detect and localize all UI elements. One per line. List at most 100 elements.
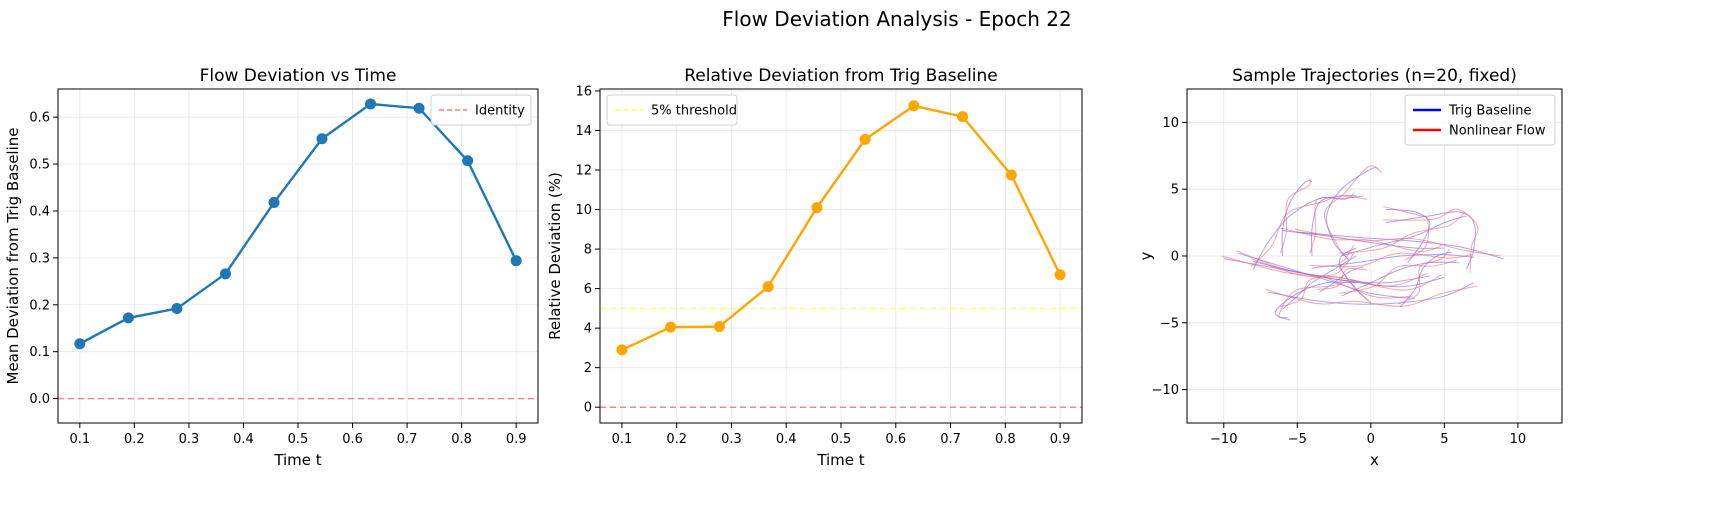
y-axis-label: Relative Deviation (%) <box>546 172 564 340</box>
subplot-title: Flow Deviation vs Time <box>200 66 397 86</box>
data-point <box>859 133 871 145</box>
x-tick-label: −10 <box>1210 432 1237 447</box>
subplot-title: Sample Trajectories (n=20, fixed) <box>1232 66 1517 86</box>
trajectory-trig-baseline <box>1310 194 1357 257</box>
x-tick-label: −5 <box>1288 432 1307 447</box>
data-point <box>957 111 969 123</box>
data-point <box>462 155 474 167</box>
data-point <box>268 197 280 209</box>
data-point <box>616 344 628 356</box>
x-tick-label: 0.8 <box>995 432 1016 447</box>
series-line <box>621 104 1062 351</box>
data-point <box>171 303 183 315</box>
trajectory-nonlinear-flow <box>1339 212 1465 254</box>
trajectory-nonlinear-flow <box>1279 178 1311 254</box>
y-tick-label: 6 <box>584 282 592 297</box>
trajectory-nonlinear-flow <box>1280 253 1355 308</box>
figure-title: Flow Deviation Analysis - Epoch 22 <box>722 7 1071 31</box>
data-point <box>219 268 231 280</box>
trajectory-trig-baseline <box>1341 261 1460 297</box>
trajectory-nonlinear-flow <box>1250 195 1368 268</box>
y-tick-label: 10 <box>1162 116 1179 131</box>
trajectory-nonlinear-flow <box>1317 267 1368 290</box>
x-tick-label: 0.9 <box>1050 432 1071 447</box>
data-point <box>1054 269 1066 281</box>
x-tick-label: 0.2 <box>666 432 687 447</box>
plot-area <box>58 98 538 400</box>
data-point <box>1005 169 1017 181</box>
y-tick-label: 8 <box>584 243 592 258</box>
x-tick-label: 0.7 <box>940 432 961 447</box>
subplot-2: 0.1 0.2 0.3 0.4 0.5 0.6 0.7 0.8 0.9 0 2 4 6 8 10 12 14 16… <box>546 66 1083 469</box>
x-tick-label: 0.6 <box>885 432 906 447</box>
y-tick-label: 2 <box>584 361 592 376</box>
y-tick-label: −5 <box>1160 316 1179 331</box>
legend-label: 5% threshold <box>651 104 737 119</box>
trajectory-trig-baseline <box>1238 252 1416 300</box>
data-point <box>811 202 823 214</box>
plot-area <box>600 100 1082 408</box>
x-tick-label: 0.1 <box>69 432 90 447</box>
plot-area <box>1221 165 1504 321</box>
trajectory-nonlinear-flow <box>1265 285 1478 307</box>
y-tick-label: 16 <box>575 84 592 99</box>
x-tick-label: 5 <box>1440 432 1448 447</box>
legend-label: Trig Baseline <box>1448 104 1532 119</box>
y-tick-label: 0.1 <box>29 345 50 360</box>
trajectory-trig-baseline <box>1274 281 1357 321</box>
legend: Identity <box>430 94 532 126</box>
trajectory-trig-baseline <box>1311 254 1474 269</box>
trajectory-trig-baseline <box>1341 215 1467 257</box>
x-tick-label: 0.9 <box>506 432 527 447</box>
x-tick-label: 0.7 <box>397 432 418 447</box>
x-axis-label: Time t <box>816 451 864 469</box>
y-tick-label: 4 <box>584 322 592 337</box>
x-tick-label: 0.4 <box>233 432 254 447</box>
x-tick-label: 10 <box>1510 432 1527 447</box>
data-point <box>413 102 425 114</box>
y-tick-label: 0.6 <box>29 111 50 126</box>
legend-box <box>606 94 738 126</box>
subplot-title: Relative Deviation from Trig Baseline <box>684 66 998 86</box>
data-point <box>316 133 328 145</box>
data-point <box>713 321 725 333</box>
y-tick-label: 0.5 <box>29 158 50 173</box>
x-axis-label: Time t <box>273 451 321 469</box>
trajectory-trig-baseline <box>1282 255 1357 310</box>
legend: Trig Baseline Nonlinear Flow <box>1404 94 1556 146</box>
x-axis-label: x <box>1370 451 1379 469</box>
trajectory-nonlinear-flow <box>1383 206 1430 261</box>
x-tick-label: 0.5 <box>288 432 309 447</box>
legend-box <box>1404 94 1556 146</box>
data-point <box>365 98 377 110</box>
x-tick-label: 0.3 <box>179 432 200 447</box>
y-tick-label: 0.4 <box>29 204 50 219</box>
trajectory-nonlinear-flow <box>1383 208 1479 273</box>
data-point <box>122 312 134 324</box>
legend: 5% threshold <box>606 94 738 126</box>
x-tick-label: 0.4 <box>776 432 797 447</box>
x-tick-label: 0.6 <box>342 432 363 447</box>
data-point <box>908 100 920 112</box>
series-line <box>79 102 518 345</box>
y-tick-label: −10 <box>1152 383 1179 398</box>
data-point <box>665 321 677 333</box>
trajectory-nonlinear-flow <box>1295 228 1502 257</box>
y-tick-label: 5 <box>1171 183 1179 198</box>
y-tick-label: 0.2 <box>29 298 50 313</box>
trajectory-nonlinear-flow <box>1278 279 1355 319</box>
trajectory-trig-baseline <box>1252 195 1364 270</box>
trajectory-trig-baseline <box>1282 230 1445 249</box>
x-tick-label: 0.2 <box>124 432 145 447</box>
trajectory-trig-baseline <box>1399 251 1452 308</box>
y-tick-label: 0.3 <box>29 251 50 266</box>
data-point <box>510 255 522 267</box>
x-tick-label: 0 <box>1367 432 1375 447</box>
data-point <box>74 338 86 350</box>
legend-label: Nonlinear Flow <box>1449 124 1546 139</box>
trajectory-trig-baseline <box>1326 167 1379 261</box>
subplot-1: 0.1 0.2 0.3 0.4 0.5 0.6 0.7 0.8 0.9 0.0 0.1 0.2 0.3 0… <box>4 66 539 469</box>
trajectory-nonlinear-flow <box>1250 258 1428 287</box>
y-axis-label: Mean Deviation from Trig Baseline <box>4 127 22 384</box>
trajectory-trig-baseline <box>1281 180 1313 257</box>
